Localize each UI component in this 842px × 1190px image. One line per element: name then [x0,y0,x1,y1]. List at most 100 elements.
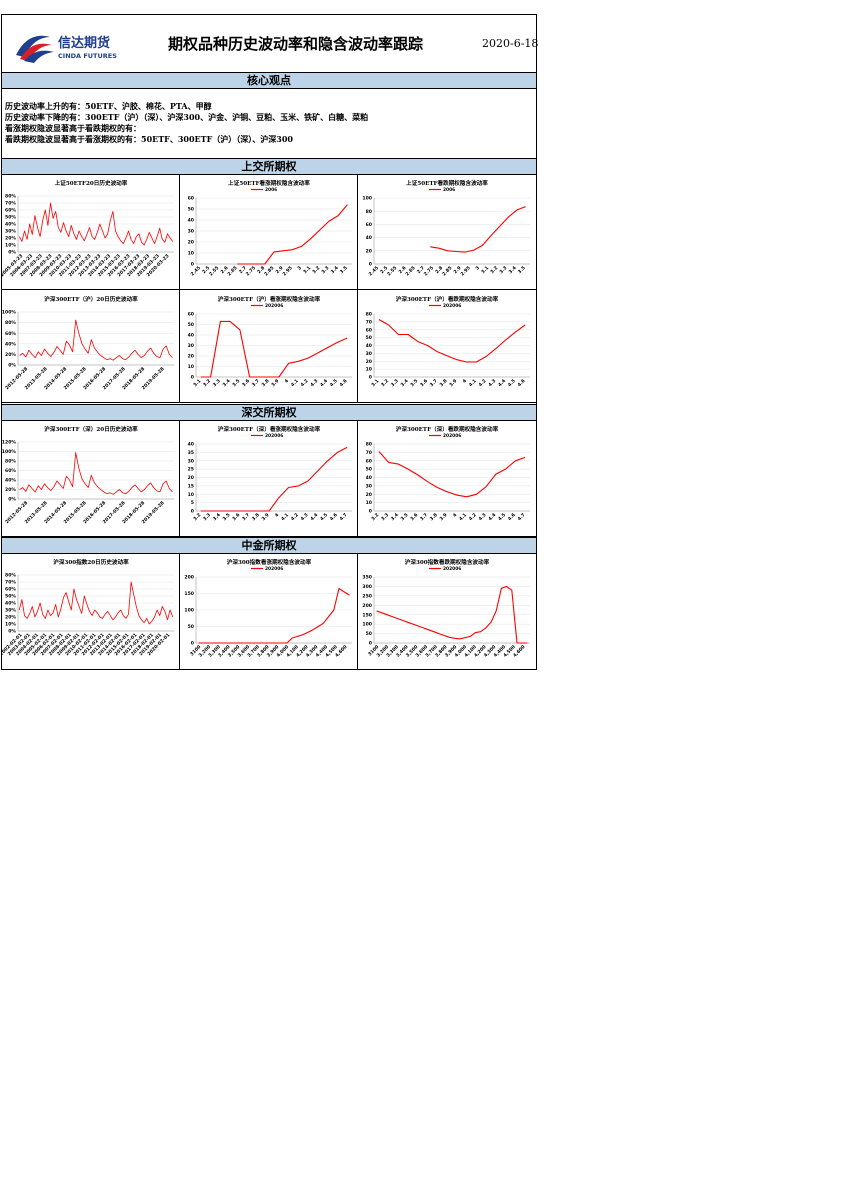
y-tick-label: 10 [366,367,372,373]
x-tick-label: 2.95 [460,265,472,277]
y-tick-label: 120% [2,440,16,446]
series-line [198,587,350,644]
chart-cell: 沪深300ETF（沪）看跌期权隐含波动率 202006 0 10 20 30 40 50 60 7… [358,290,536,403]
chart-cell: 沪深300ETF（深）20日历史波动率 0% 20% 40% 60% 80% 100% 120… [2,420,180,537]
legend-label: 202006 [443,433,461,439]
y-tick-label: 30% [5,608,16,614]
x-tick-label: 2.5 [201,265,211,275]
y-tick-label: 80% [5,573,16,579]
y-tick-label: 40 [366,235,372,241]
chart-title: 上证50ETF看涨期权隐含波动率 [228,179,310,187]
y-tick-label: 80% [5,320,16,326]
series-line [19,319,173,361]
x-tick-label: 4.5 [507,378,517,388]
y-tick-label: 30% [5,229,16,235]
y-tick-label: 60 [366,222,372,228]
legend-label: 2006 [443,187,455,193]
y-tick-label: 20 [188,475,194,481]
x-tick-label: 2.85 [263,265,275,277]
x-tick-label: 3.3 [320,265,330,275]
report-date: 2020-6-18 [482,37,539,50]
x-tick-label: 2.6 [398,265,408,275]
x-tick-label: 3.7 [251,378,261,388]
series-line [18,202,174,246]
y-tick-label: 20 [366,492,372,498]
x-tick-label: 3.5 [222,512,232,522]
section-cffex: 中金所期权 [2,537,536,554]
y-tick-label: 35 [188,450,194,456]
y-tick-label: 20% [5,487,16,493]
core-point: 看跌期权隐波显著高于看涨期权的有：50ETF、300ETF（沪）（深）、沪深30… [5,134,293,144]
y-tick-label: 350 [362,575,372,581]
y-tick-label: 80 [366,312,372,318]
y-tick-label: 40% [5,601,16,607]
y-tick-label: 0 [369,262,372,268]
x-tick-label: 2.8 [434,265,444,275]
x-tick-label: 3.8 [261,378,271,388]
chart-title: 沪深300ETF（沪）20日历史波动率 [44,295,138,303]
x-tick-label: 4.5 [329,378,339,388]
y-tick-label: 10 [188,364,194,370]
y-tick-label: 100 [362,196,372,202]
x-tick-label: 4.2 [468,512,478,522]
y-tick-label: 10% [5,243,16,249]
x-tick-label: 3.8 [251,512,261,522]
y-tick-label: 30 [188,343,194,349]
legend-label: 202006 [443,566,461,572]
x-tick-label: 2.55 [386,265,398,277]
x-tick-label: 4.2 [300,378,310,388]
y-tick-label: 100% [2,449,16,455]
y-tick-label: 250 [362,593,372,599]
x-tick-label: 3.7 [241,512,251,522]
y-tick-label: 60 [366,327,372,333]
x-tick-label: 3.8 [429,512,439,522]
y-tick-label: 0% [8,629,16,635]
series-line [19,452,173,495]
x-tick-label: 3.4 [212,512,222,522]
series-line [376,585,528,644]
x-tick-label: 3 [296,265,303,272]
chart-hv-50etf: 上证50ETF20日历史波动率 0%10%20%30%40%50%60%70%80… [2,179,174,278]
x-tick-label: 2.7 [238,265,248,275]
chart-title: 沪深300ETF（沪）看跌期权隐含波动率 [396,295,499,303]
x-tick-label: 3.6 [231,512,241,522]
y-tick-label: 20 [366,248,372,254]
chart-title: 上证50ETF看跌期权隐含波动率 [406,179,488,187]
x-tick-label: 4.6 [507,512,517,522]
x-tick-label: 4.1 [458,512,468,522]
y-tick-label: 0 [191,509,194,515]
y-tick-label: 100 [362,622,372,628]
section-szse: 深交所期权 [2,404,536,421]
x-tick-label: 4 [284,378,291,385]
y-tick-label: 200 [184,575,194,581]
chart-title: 沪深300指数20日历史波动率 [53,558,129,566]
legend-label: 202006 [443,303,461,309]
y-tick-label: 30 [188,458,194,464]
y-tick-label: 10 [188,492,194,498]
y-tick-label: 20% [5,352,16,358]
chart-cell: 沪深300指数看跌期权隐含波动率 202006 0 50 100 150 200 250 300… [358,553,536,669]
x-tick-label: 3.5 [517,265,527,275]
y-tick-label: 300 [362,584,372,590]
y-tick-label: 50% [5,594,16,600]
y-tick-label: 20% [5,615,16,621]
section-sse: 上交所期权 [2,158,536,175]
y-tick-label: 150 [362,612,372,618]
y-tick-label: 20 [188,240,194,246]
x-tick-label: 4.4 [309,512,319,522]
x-tick-label: 2.65 [404,265,416,277]
y-tick-label: 70% [5,201,16,207]
x-tick-label: 4.3 [300,512,310,522]
chart-title: 沪深300ETF（深）看涨期权隐含波动率 [218,425,321,433]
x-tick-label: 4.5 [497,512,507,522]
x-tick-label: 4.2 [478,378,488,388]
y-tick-label: 70 [366,319,372,325]
core-point: 看涨期权隐波显著高于看跌期权的有： [5,123,141,133]
y-tick-label: 60 [366,458,372,464]
x-tick-label: 4.1 [468,378,478,388]
y-tick-label: 60% [5,331,16,337]
y-tick-label: 40 [366,343,372,349]
